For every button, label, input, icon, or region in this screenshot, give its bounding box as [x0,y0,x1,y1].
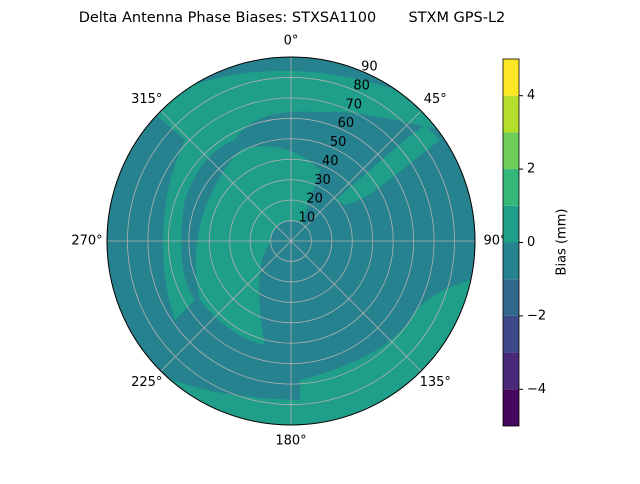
grid-spoke [290,240,422,372]
theta-tick-label: 270° [71,234,102,249]
grid-spoke [160,240,292,372]
r-tick-label: 80 [353,78,370,93]
colorbar-label: Bias (mm) [555,209,570,276]
r-tick-label: 40 [322,154,339,169]
colorbar-band [503,242,519,280]
colorbar-band [503,169,519,206]
colorbar-tick-label: 2 [527,162,535,177]
polar-frame [106,56,476,426]
r-tick-label: 10 [299,211,316,226]
r-tick-label: 90 [361,60,378,75]
grid-spoke [290,110,422,242]
colorbar-band [503,205,519,243]
colorbar-band [503,95,519,133]
colorbar-band [503,315,519,353]
theta-tick-label: 225° [131,375,162,390]
colorbar-tick-label: 0 [527,235,535,250]
theta-tick-label: 180° [275,434,306,449]
theta-tick-label: 315° [131,92,162,107]
polar-grid [106,56,476,426]
theta-tick-label: 90° [483,234,506,249]
chart-title: Delta Antenna Phase Biases: STXSA1100 ST… [79,10,506,26]
r-tick-label: 70 [345,97,362,112]
colorbar-band [503,59,519,96]
r-tick-label: 60 [338,116,355,131]
colorbar-band [503,352,519,390]
grid-spoke [160,110,292,242]
colorbar-tick-label: −4 [527,382,546,397]
colorbar-band [503,389,519,426]
r-tick-label: 30 [314,173,331,188]
contour-region [195,146,320,345]
r-tick-label: 20 [306,192,323,207]
theta-tick-label: 0° [284,34,299,49]
theta-tick-label: 135° [420,375,451,390]
colorbar-tick-label: −2 [527,308,546,323]
colorbar-tick-label: 4 [527,88,535,103]
r-tick-label: 50 [330,135,347,150]
colorbar-band [503,132,519,170]
theta-tick-label: 45° [424,92,447,107]
contour-region [150,70,440,320]
colorbar-band [503,279,519,316]
